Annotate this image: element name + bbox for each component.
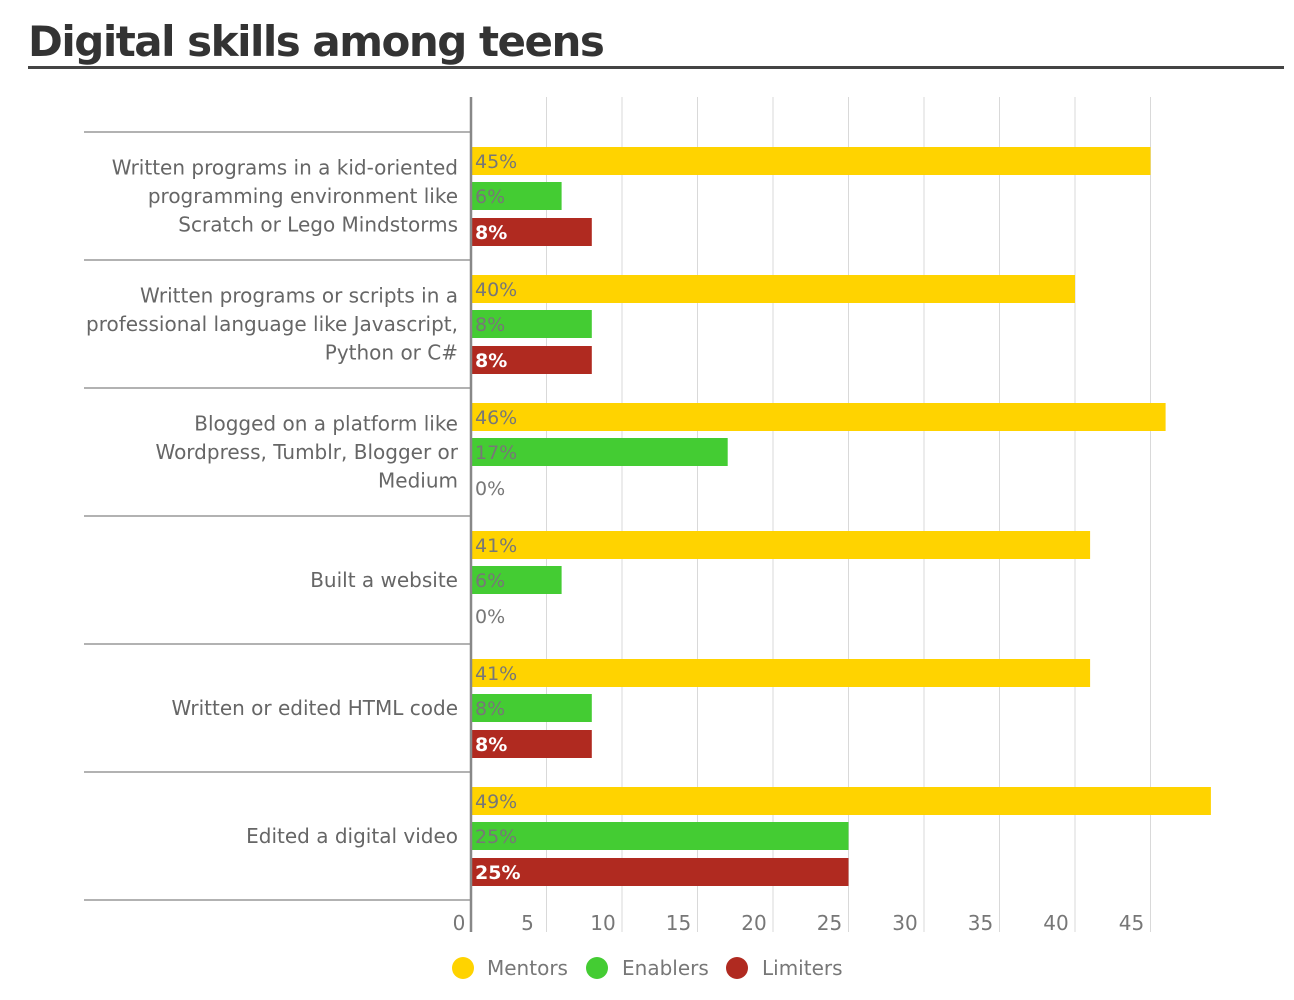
- category-label-line: Blogged on a platform like: [194, 412, 458, 436]
- x-tick-label: 15: [666, 911, 691, 935]
- data-label: 25%: [475, 862, 520, 884]
- legend-label-enablers: Enablers: [622, 956, 709, 980]
- data-label: 8%: [475, 222, 507, 244]
- category-label-line: Python or C#: [325, 341, 458, 365]
- bar-limiters: [471, 730, 592, 758]
- legend-swatch-mentors: [452, 957, 474, 979]
- bar-limiters: [471, 858, 849, 886]
- bar-limiters: [471, 218, 592, 246]
- title-rule: [28, 66, 1284, 69]
- category-label-line: Written programs or scripts in a: [140, 284, 458, 308]
- data-label: 40%: [475, 279, 517, 301]
- bar-limiters: [471, 346, 592, 374]
- category-label: Written programs in a kid-oriented progra…: [112, 156, 458, 237]
- category-label-line: professional language like Javascript,: [86, 312, 458, 336]
- data-label: 49%: [475, 791, 517, 813]
- x-tick-label: 30: [892, 911, 917, 935]
- data-label: 8%: [475, 314, 505, 336]
- category-label: Written programs or scripts in a professi…: [86, 284, 458, 365]
- category-label-line: Scratch or Lego Mindstorms: [178, 213, 458, 237]
- x-tick-label: 45: [1119, 911, 1144, 935]
- category-label-line: programming environment like: [148, 184, 458, 208]
- category-label-line: Built a website: [310, 568, 458, 592]
- bar-enablers: [471, 822, 849, 850]
- category-label: Blogged on a platform like Wordpress, Tum…: [155, 412, 458, 493]
- legend-label-limiters: Limiters: [762, 956, 843, 980]
- data-label: 17%: [475, 442, 517, 464]
- data-label: 6%: [475, 186, 505, 208]
- x-tick-label: 35: [968, 911, 993, 935]
- category-label: Written or edited HTML code: [172, 696, 459, 720]
- legend-label-mentors: Mentors: [487, 956, 568, 980]
- category-label: Built a website: [310, 568, 458, 592]
- x-tick-label: 0: [453, 911, 466, 935]
- bar-mentors: [471, 275, 1075, 303]
- data-label: 8%: [475, 350, 507, 372]
- data-label: 45%: [475, 151, 517, 173]
- bar-enablers: [471, 182, 562, 210]
- data-label: 8%: [475, 734, 507, 756]
- bar-enablers: [471, 310, 592, 338]
- x-tick-label: 40: [1043, 911, 1068, 935]
- data-label: 25%: [475, 826, 517, 848]
- category-label-line: Medium: [378, 469, 458, 493]
- bar-enablers: [471, 566, 562, 594]
- data-label: 41%: [475, 535, 517, 557]
- bar-mentors: [471, 403, 1166, 431]
- x-tick-label: 20: [741, 911, 766, 935]
- category-label-line: Wordpress, Tumblr, Blogger or: [155, 440, 458, 464]
- bar-mentors: [471, 147, 1151, 175]
- category-label-line: Written programs in a kid-oriented: [112, 156, 458, 180]
- x-tick-label: 10: [590, 911, 615, 935]
- x-tick-label: 5: [521, 911, 534, 935]
- data-label: 41%: [475, 663, 517, 685]
- bar-enablers: [471, 438, 728, 466]
- data-label: 0%: [475, 478, 505, 500]
- legend-swatch-enablers: [586, 957, 608, 979]
- bar-mentors: [471, 531, 1091, 559]
- page-title: Digital skills among teens: [28, 17, 605, 66]
- bar-enablers: [471, 694, 592, 722]
- legend-swatch-limiters: [726, 957, 748, 979]
- bar-mentors: [471, 787, 1211, 815]
- bar-mentors: [471, 659, 1091, 687]
- data-label: 0%: [475, 606, 505, 628]
- data-label: 46%: [475, 407, 517, 429]
- category-label-line: Edited a digital video: [246, 824, 458, 848]
- data-label: 8%: [475, 698, 505, 720]
- data-label: 6%: [475, 570, 505, 592]
- x-tick-label: 25: [817, 911, 842, 935]
- category-label-line: Written or edited HTML code: [172, 696, 459, 720]
- category-label: Edited a digital video: [246, 824, 458, 848]
